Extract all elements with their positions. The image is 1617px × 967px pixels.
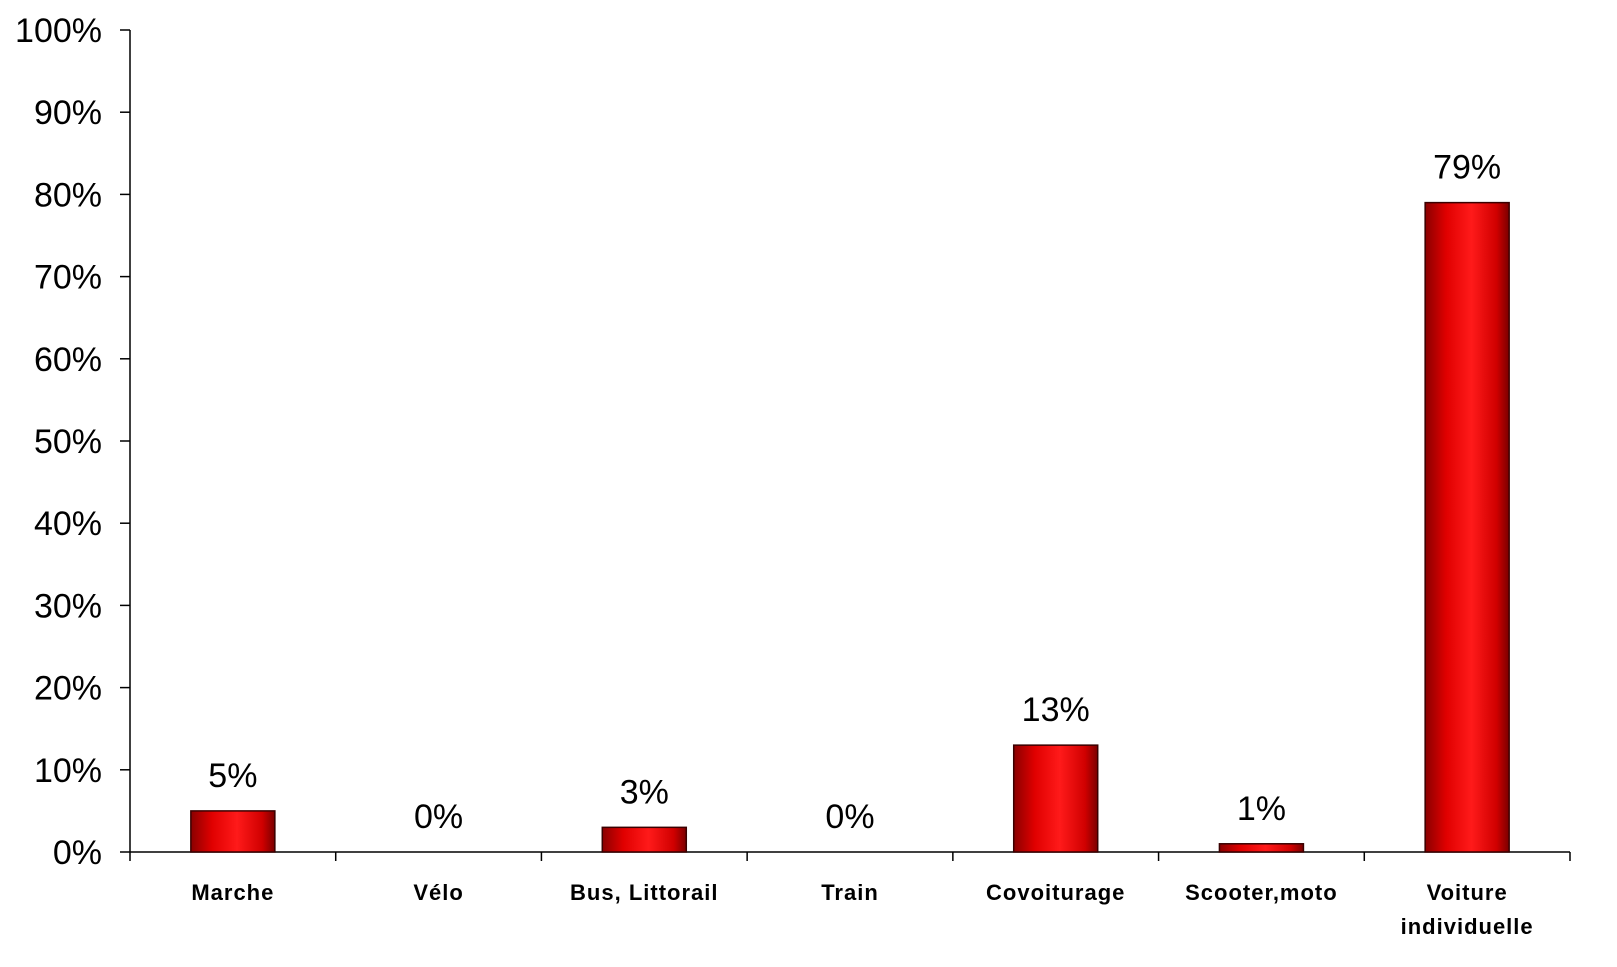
y-axis: 0% 10% 20% 30% 40% 50% 60% 70% 80% 90% 100% [15,12,131,872]
y-tick-label: 80% [34,176,102,214]
data-label: 0% [825,798,874,836]
bar [1012,744,1099,853]
y-tick-label: 70% [34,259,102,297]
x-tick-label: Marche [191,880,274,905]
bar [1218,843,1305,853]
data-labels: 5% 0% 3% 0% 13% 1% 79% [208,149,1501,836]
data-label: 0% [414,798,463,836]
y-tick-label: 90% [34,94,102,132]
y-tick-label: 50% [34,423,102,461]
y-tick-label: 10% [34,752,102,790]
y-tick-label: 60% [34,341,102,379]
bar [601,826,688,853]
data-label: 79% [1433,149,1501,187]
y-tick-label: 40% [34,505,102,543]
y-tick-label: 30% [34,587,102,625]
y-tick-label: 20% [34,670,102,708]
bar [190,810,276,853]
data-label: 1% [1237,790,1286,828]
y-tick-label: 100% [15,12,102,50]
data-label: 13% [1022,691,1090,729]
x-tick-label: Vélo [413,880,463,905]
bar [1424,201,1510,853]
bars [190,201,1510,853]
x-tick-label: Covoiturage [986,880,1125,905]
data-label: 5% [208,757,257,795]
data-label: 3% [620,773,669,811]
x-tick-label: Bus, Littorail [570,880,718,905]
x-tick-label: Voiture individuelle [1401,880,1534,939]
x-axis: Marche Vélo Bus, Littorail Train Covoiturage… [129,851,1571,939]
x-tick-label: Train [821,880,879,905]
y-tick-label: 0% [53,834,102,872]
x-tick-label: Scooter,moto [1185,880,1338,905]
